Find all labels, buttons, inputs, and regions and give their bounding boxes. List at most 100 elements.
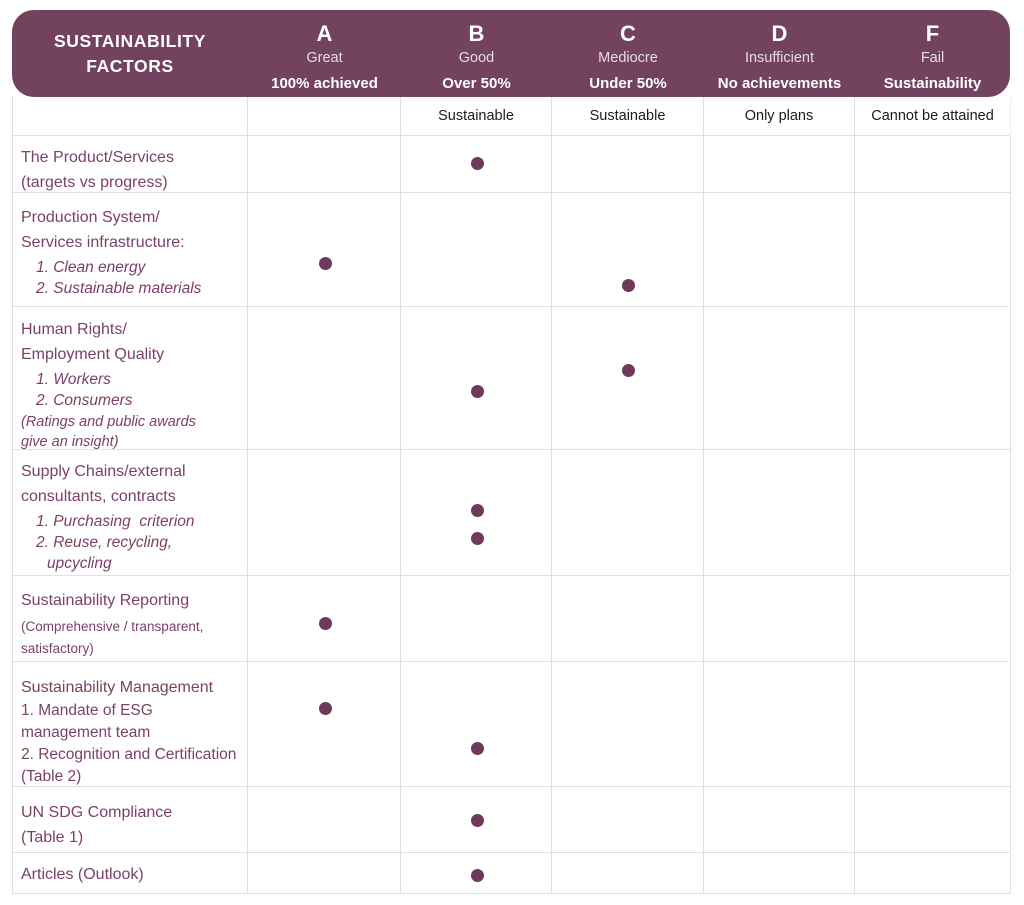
grade-header-c: C Mediocre Under 50% [552,10,704,97]
grade-threshold-c: Under 50% [589,75,667,92]
cell-c [552,450,704,575]
factor-line: Supply Chains/external [21,463,186,480]
factor-note: (Comprehensive / transparent, satisfacto… [21,619,204,656]
row-articles: Articles (Outlook) [13,853,1011,894]
grade-letter-c: C [620,21,636,46]
cell-d [704,853,855,893]
row-sustainability-management: Sustainability Management 1. Mandate of … [13,662,1011,788]
factor-line: consultants, contracts [21,488,176,505]
grade-threshold-b: Over 50% [442,75,511,92]
factor-label: Human Rights/ Employment Quality 1. Work… [13,307,248,452]
subheader-note-f: Cannot be attained [855,97,1011,135]
cell-b [401,853,552,893]
cell-d [704,576,855,661]
table-grid: Sustainable Sustainable Only plans Canno… [12,97,1011,894]
factor-line: UN SDG Compliance [21,804,173,821]
rating-dot-b [471,742,484,755]
cell-c [552,853,704,893]
cell-a [248,787,401,852]
cell-f [855,193,1011,306]
subheader-note-b: Sustainable [401,97,552,135]
grade-name-f: Fail [920,50,945,66]
table-title: SUSTAINABILITY FACTORS [12,10,248,97]
cell-c [552,576,704,661]
cell-a [248,193,401,306]
factor-line: Production System/ [21,209,160,226]
factor-item: 1. Purchasing criterion [36,513,195,530]
factor-item: 1. Mandate of ESG management team [21,702,153,741]
cell-a [248,853,401,893]
row-production-system: Production System/ Services infrastructu… [13,193,1011,307]
grade-letter-f: F [925,21,940,46]
factor-line: (Table 1) [21,829,84,846]
cell-f [855,307,1011,452]
cell-f [855,853,1011,893]
cell-a [248,307,401,452]
cell-b [401,787,552,852]
cell-f [855,576,1011,661]
cell-d [704,193,855,306]
subheader-note-c: Sustainable [552,97,704,135]
cell-f [855,787,1011,852]
factor-note: (Ratings and public awards give an insig… [21,414,196,450]
cell-d [704,450,855,575]
factor-line: Sustainability Reporting [21,592,190,609]
cell-a [248,136,401,195]
factor-item: 2. Reuse, recycling, upcycling [36,534,177,572]
cell-c [552,662,704,788]
cell-a [248,576,401,661]
table-header-bar: SUSTAINABILITY FACTORS A Great 100% achi… [12,10,1010,97]
rating-table: SUSTAINABILITY FACTORS A Great 100% achi… [12,10,1011,894]
rating-dot-b [471,504,484,517]
subheader-note-a [248,97,401,135]
cell-d [704,307,855,452]
cell-d [704,787,855,852]
cell-c [552,136,704,195]
cell-d [704,136,855,195]
factor-item: 2. Consumers [36,392,133,409]
factor-line: Human Rights/ [21,321,127,338]
factor-line: (targets vs progress) [21,174,168,191]
grade-name-a: Great [306,50,343,66]
factor-line: Articles (Outlook) [21,866,144,883]
rating-dot-b [471,157,484,170]
factor-line: Employment Quality [21,346,165,363]
rating-dot-a [319,617,332,630]
factor-item: 2. Recognition and Certification (Table … [21,746,237,785]
grade-letter-a: A [316,21,333,46]
factor-line: Sustainability Management [21,679,214,696]
cell-a [248,662,401,788]
factor-label: Supply Chains/external consultants, cont… [13,450,248,575]
rating-dot-b [471,385,484,398]
row-product-services: The Product/Services (targets vs progres… [13,136,1011,195]
factor-item: 2. Sustainable materials [36,280,202,297]
table-title-line2: FACTORS [86,55,174,76]
cell-b [401,136,552,195]
rating-dot-a [319,257,332,270]
rating-dot-b [471,532,484,545]
subheader-note-d: Only plans [704,97,855,135]
rating-dot-b [471,869,484,882]
grade-header-b: B Good Over 50% [401,10,552,97]
cell-c [552,787,704,852]
grade-name-b: Good [458,50,495,66]
rating-dot-c [622,279,635,292]
grade-header-f: F Fail Sustainability [855,10,1010,97]
factor-label: Sustainability Reporting (Comprehensive … [13,576,248,661]
grade-name-c: Mediocre [598,50,658,66]
grade-header-d: D Insufficient No achievements [704,10,855,97]
factor-label: Production System/ Services infrastructu… [13,193,248,306]
rating-dot-b [471,814,484,827]
row-supply-chains: Supply Chains/external consultants, cont… [13,450,1011,576]
subheader-row: Sustainable Sustainable Only plans Canno… [13,97,1011,136]
factor-label: Articles (Outlook) [13,853,248,893]
cell-c [552,193,704,306]
cell-b [401,450,552,575]
row-un-sdg-compliance: UN SDG Compliance (Table 1) [13,787,1011,853]
cell-a [248,450,401,575]
cell-f [855,450,1011,575]
rating-dot-a [319,702,332,715]
grade-threshold-a: 100% achieved [271,75,378,92]
factor-line: The Product/Services [21,149,174,166]
cell-b [401,662,552,788]
